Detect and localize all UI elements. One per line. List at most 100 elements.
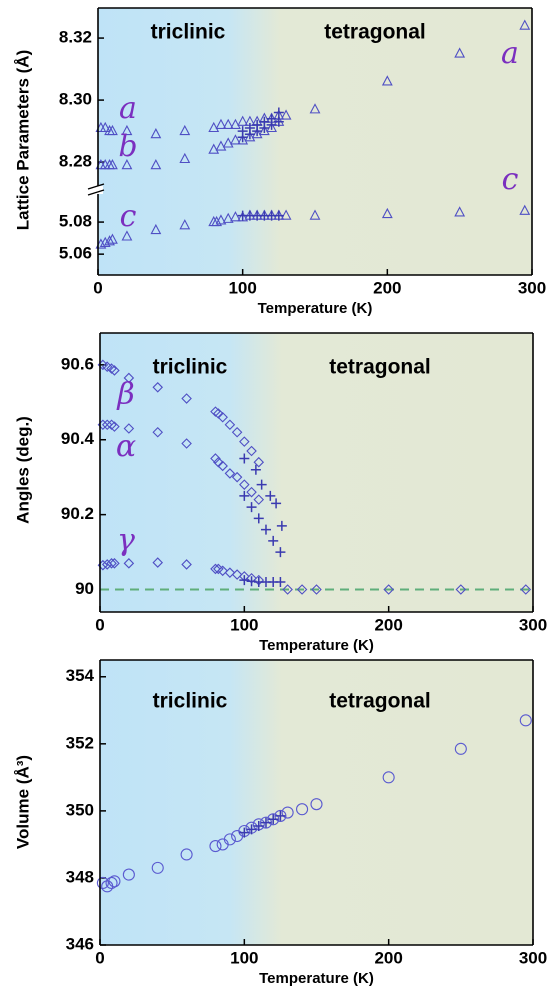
- data-point: [519, 204, 531, 215]
- y-tick-label: 350: [66, 800, 94, 819]
- data-point: [237, 115, 249, 126]
- region-label: tetragonal: [329, 356, 431, 379]
- data-point: [239, 827, 250, 838]
- data-point: [101, 419, 113, 431]
- data-point: [181, 393, 192, 404]
- data-point: [239, 490, 250, 501]
- y-tick-label: 346: [66, 934, 94, 953]
- annotation: c: [502, 162, 519, 197]
- data-point: [223, 833, 236, 846]
- data-point: [252, 126, 263, 137]
- data-point: [239, 453, 250, 464]
- data-point: [310, 798, 323, 811]
- annotation: b: [118, 129, 137, 164]
- data-point: [109, 365, 120, 376]
- data-point: [99, 236, 111, 247]
- data-point: [519, 714, 532, 727]
- data-point: [107, 233, 118, 244]
- data-point: [273, 210, 284, 221]
- data-point: [106, 363, 117, 374]
- data-point: [260, 817, 271, 828]
- data-point: [208, 121, 220, 133]
- data-point: [123, 423, 135, 434]
- data-point: [275, 547, 286, 558]
- annotation: c: [120, 199, 137, 234]
- phase-background: [100, 333, 533, 612]
- plots: 8.28 8.30 8.32 5.06 5.08 0 100 200 300 Temperatur…: [59, 7, 547, 987]
- data-point: [381, 75, 393, 86]
- data-point: [280, 109, 292, 120]
- data-point: [259, 816, 273, 829]
- data-point: [230, 211, 241, 222]
- x-tick-label: 300: [519, 948, 547, 967]
- x-tick-label: 0: [95, 948, 104, 967]
- data-point: [107, 124, 118, 136]
- y-axis-title: Volume (Å³): [13, 755, 32, 849]
- region-label: triclinic: [153, 690, 228, 713]
- phase-background: [98, 190, 532, 275]
- x-tick-label: 100: [228, 278, 256, 297]
- data-point: [260, 524, 271, 535]
- data-point: [181, 559, 192, 570]
- data-point: [382, 771, 395, 784]
- data-point: [150, 223, 162, 235]
- x-tick-label: 200: [374, 615, 402, 634]
- data-point: [271, 498, 282, 509]
- y-tick-label: 90.6: [61, 354, 94, 373]
- data-point: [230, 134, 241, 145]
- data-point: [224, 468, 236, 479]
- data-point: [454, 206, 466, 217]
- data-point: [265, 490, 276, 501]
- y-tick-label: 5.08: [59, 212, 92, 231]
- axis-break-gap: [89, 186, 103, 194]
- data-point: [253, 513, 264, 524]
- data-point: [230, 118, 241, 129]
- data-point: [259, 122, 270, 133]
- data-point: [96, 876, 109, 890]
- data-point: [121, 159, 133, 170]
- x-tick-label: 200: [374, 948, 402, 967]
- y-tick-label: 8.30: [59, 90, 92, 109]
- data-point: [222, 118, 234, 129]
- data-point: [106, 558, 117, 569]
- x-axis-title: Temperature (K): [259, 970, 374, 987]
- data-point: [123, 372, 135, 384]
- data-point: [253, 456, 265, 468]
- data-point: [179, 124, 191, 136]
- y-tick-label: 354: [66, 666, 95, 685]
- data-point: [150, 128, 162, 139]
- data-point: [311, 584, 322, 595]
- data-point: [246, 824, 257, 835]
- data-point: [179, 152, 191, 164]
- data-point: [222, 137, 234, 148]
- data-point: [244, 129, 255, 140]
- data-point: [266, 119, 277, 130]
- data-point: [215, 214, 227, 225]
- y-tick-label: 5.06: [59, 244, 92, 263]
- region-label: tetragonal: [324, 21, 426, 44]
- data-point: [211, 215, 223, 227]
- data-point: [273, 116, 284, 127]
- y-tick-label: 352: [66, 733, 94, 752]
- data-point: [246, 502, 257, 513]
- x-tick-label: 300: [519, 615, 547, 634]
- data-point: [109, 558, 120, 569]
- data-point: [454, 742, 467, 755]
- data-point: [281, 806, 294, 819]
- data-point: [122, 868, 135, 881]
- region-label: tetragonal: [329, 690, 431, 713]
- data-point: [280, 209, 292, 220]
- data-point: [231, 426, 243, 438]
- axis-break: [87, 183, 105, 190]
- region-label: triclinic: [151, 21, 226, 44]
- annotation: α: [116, 429, 136, 464]
- data-point: [121, 124, 133, 136]
- data-point: [150, 159, 162, 170]
- data-point: [239, 575, 250, 586]
- data-point: [231, 471, 243, 483]
- annotation: β: [116, 377, 134, 412]
- data-point: [253, 820, 264, 831]
- data-point: [181, 438, 192, 449]
- x-axis-title: Temperature (K): [259, 637, 374, 654]
